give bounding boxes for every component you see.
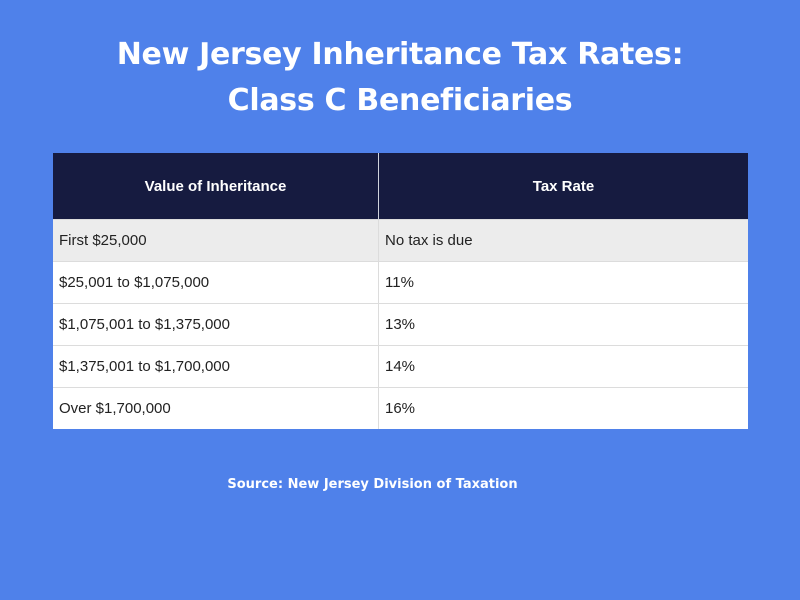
header-value-of-inheritance: Value of Inheritance: [53, 153, 379, 220]
table-header-row: Value of Inheritance Tax Rate: [53, 153, 748, 220]
cell-value: $1,075,001 to $1,375,000: [53, 303, 379, 346]
page-title: New Jersey Inheritance Tax Rates: Class …: [0, 32, 800, 124]
cell-rate: No tax is due: [378, 219, 748, 262]
title-line-1: New Jersey Inheritance Tax Rates:: [116, 37, 684, 72]
cell-value: Over $1,700,000: [53, 387, 379, 429]
cell-rate: 14%: [378, 345, 748, 388]
header-tax-rate: Tax Rate: [378, 153, 748, 220]
cell-value: $1,375,001 to $1,700,000: [53, 345, 379, 388]
table-row: First $25,000 No tax is due: [53, 219, 748, 262]
source-caption: Source: New Jersey Division of Taxation: [227, 477, 518, 492]
cell-value: $25,001 to $1,075,000: [53, 261, 379, 304]
cell-value: First $25,000: [53, 219, 379, 262]
cell-rate: 11%: [378, 261, 748, 304]
table-row: $1,375,001 to $1,700,000 14%: [53, 345, 748, 388]
tax-rate-table: Value of Inheritance Tax Rate First $25,…: [53, 153, 748, 429]
table-row: $25,001 to $1,075,000 11%: [53, 261, 748, 304]
title-line-2: Class C Beneficiaries: [227, 83, 573, 118]
cell-rate: 16%: [378, 387, 748, 429]
table-row: Over $1,700,000 16%: [53, 387, 748, 429]
cell-rate: 13%: [378, 303, 748, 346]
table-row: $1,075,001 to $1,375,000 13%: [53, 303, 748, 346]
